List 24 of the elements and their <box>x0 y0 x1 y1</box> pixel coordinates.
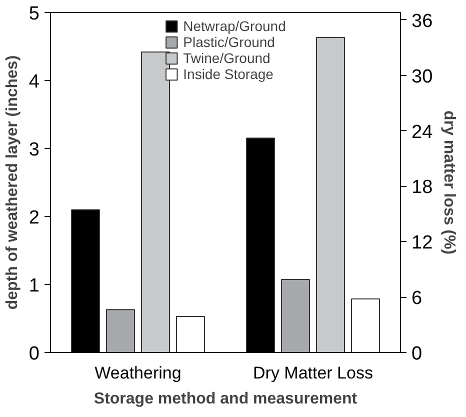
y2-tick-label: 12 <box>412 232 433 254</box>
legend-label: Plastic/Ground <box>183 34 275 50</box>
y-tick-label: 0 <box>28 344 40 364</box>
y-tick-label: 4 <box>28 72 40 92</box>
x-tick-label: Weathering <box>94 364 182 382</box>
legend-label: Inside Storage <box>183 66 274 82</box>
legend-label: Netwrap/Ground <box>183 18 286 34</box>
y2-tick-label: 0 <box>412 344 422 364</box>
y-tick-label: 5 <box>28 4 40 24</box>
x-tick-label: Dry Matter Loss <box>253 364 373 382</box>
y-tick-label: 3 <box>28 140 40 160</box>
y-axis-title: depth of weathered layer (inches) <box>4 55 21 310</box>
y2-tick-label: 30 <box>412 66 433 88</box>
y2-tick-label: 18 <box>412 177 433 198</box>
legend-label: Twine/Ground <box>183 50 270 66</box>
y2-tick-label: 36 <box>412 10 433 32</box>
y2-axis-title: dry matter loss (%) <box>440 110 458 255</box>
y2-tick-label: 6 <box>412 288 422 310</box>
y-tick-label: 2 <box>28 208 40 228</box>
y2-tick-label: 24 <box>412 122 434 143</box>
bar <box>106 309 135 352</box>
bar <box>176 316 205 352</box>
y-tick-label: 1 <box>28 276 40 296</box>
x-axis-title: Storage method and measurement <box>94 390 358 408</box>
